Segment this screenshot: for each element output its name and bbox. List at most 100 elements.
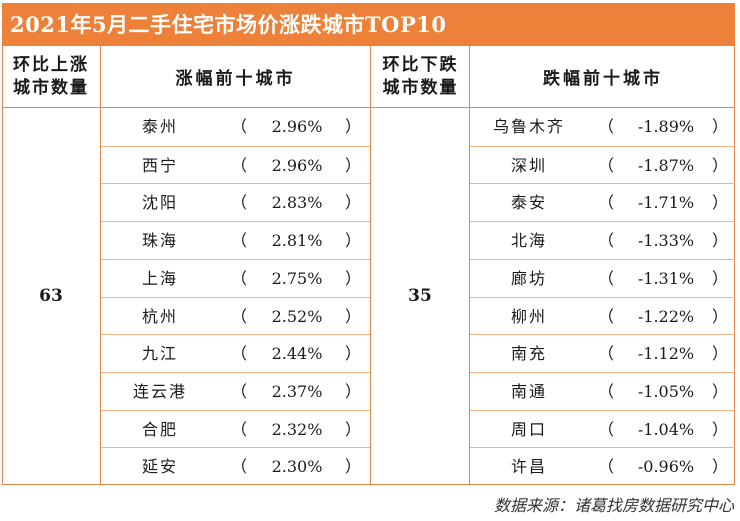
down-count-header: 环比下跌 城市数量 bbox=[371, 46, 470, 107]
percent-change: 2.30% bbox=[271, 457, 323, 477]
table-row: 杭州 （ 2.52% ） bbox=[101, 296, 370, 335]
city-name: 西宁 bbox=[141, 155, 178, 175]
data-source-note: 数据来源：诸葛找房数据研究中心 bbox=[493, 496, 734, 515]
city-name: 珠海 bbox=[141, 231, 178, 251]
table-row: 泰州 （ 2.96% ） bbox=[101, 108, 370, 146]
paren-close: ） bbox=[712, 419, 729, 439]
paren-open: （ bbox=[231, 117, 248, 136]
percent-change: -1.87% bbox=[637, 155, 695, 175]
percent-change: 2.96% bbox=[271, 155, 323, 175]
paren-close: ） bbox=[712, 381, 729, 401]
paren-close: ） bbox=[345, 268, 362, 288]
city-name: 泰安 bbox=[510, 193, 547, 213]
table-title: 2021年5月二手住宅市场价涨跌城市TOP10 bbox=[2, 3, 735, 46]
table-row: 乌鲁木齐 （ -1.89% ） bbox=[470, 108, 735, 146]
city-name: 连云港 bbox=[132, 381, 187, 401]
paren-open: （ bbox=[598, 155, 615, 175]
paren-open: （ bbox=[598, 117, 615, 136]
up-count-header-line2: 城市数量 bbox=[13, 77, 89, 98]
percent-change: -1.22% bbox=[637, 306, 695, 326]
up-count-header: 环比上涨 城市数量 bbox=[2, 46, 100, 107]
paren-close: ） bbox=[712, 344, 729, 364]
city-name: 周口 bbox=[510, 419, 547, 439]
paren-open: （ bbox=[598, 419, 615, 439]
up-count-value: 63 bbox=[39, 286, 63, 306]
up-count-cell: 63 bbox=[2, 108, 100, 485]
column-divider bbox=[370, 46, 371, 485]
paren-open: （ bbox=[231, 306, 248, 326]
paren-close: ） bbox=[712, 155, 729, 175]
paren-close: ） bbox=[345, 457, 362, 477]
city-name: 南通 bbox=[510, 381, 547, 401]
city-name: 许昌 bbox=[510, 457, 547, 477]
paren-close: ） bbox=[712, 231, 729, 251]
paren-open: （ bbox=[598, 306, 615, 326]
paren-open: （ bbox=[598, 268, 615, 288]
city-name: 九江 bbox=[141, 344, 178, 364]
table-row: 廊坊 （ -1.31% ） bbox=[470, 258, 735, 297]
percent-change: -1.31% bbox=[637, 268, 695, 288]
paren-open: （ bbox=[231, 155, 248, 175]
percent-change: -1.71% bbox=[637, 193, 695, 213]
table-row: 上海 （ 2.75% ） bbox=[101, 258, 370, 297]
city-name: 泰州 bbox=[141, 117, 178, 136]
percent-change: 2.75% bbox=[271, 268, 323, 288]
paren-close: ） bbox=[345, 117, 362, 136]
paren-close: ） bbox=[712, 306, 729, 326]
percent-change: -1.33% bbox=[637, 231, 695, 251]
city-name: 北海 bbox=[510, 231, 547, 251]
paren-open: （ bbox=[231, 268, 248, 288]
table-header: 环比上涨 城市数量 涨幅前十城市 环比下跌 城市数量 跌幅前十城市 bbox=[2, 46, 735, 108]
percent-change: -1.12% bbox=[637, 344, 695, 364]
table-row: 周口 （ -1.04% ） bbox=[470, 409, 735, 448]
paren-open: （ bbox=[231, 419, 248, 439]
table-row: 延安 （ 2.30% ） bbox=[101, 447, 370, 485]
percent-change: -0.96% bbox=[637, 457, 695, 477]
table-row: 柳州 （ -1.22% ） bbox=[470, 296, 735, 335]
city-name: 合肥 bbox=[141, 419, 178, 439]
percent-change: -1.05% bbox=[637, 381, 695, 401]
down-city-list: 乌鲁木齐 （ -1.89% ） 深圳 （ -1.87% ） 泰安 （ -1.71% ） 北海 （ -1.33… bbox=[470, 108, 735, 485]
paren-open: （ bbox=[598, 381, 615, 401]
percent-change: 2.52% bbox=[271, 306, 323, 326]
paren-close: ） bbox=[345, 193, 362, 213]
paren-open: （ bbox=[231, 231, 248, 251]
table-row: 沈阳 （ 2.83% ） bbox=[101, 183, 370, 221]
table-row: 北海 （ -1.33% ） bbox=[470, 221, 735, 259]
down-top-header: 跌幅前十城市 bbox=[543, 69, 663, 89]
paren-close: ） bbox=[712, 117, 729, 136]
up-city-list: 泰州 （ 2.96% ） 西宁 （ 2.96% ） 沈阳 （ 2.83% ） 珠海 （ 2.81% ） 上海 （ 2… bbox=[101, 108, 370, 485]
percent-change: 2.96% bbox=[271, 117, 323, 136]
column-divider bbox=[469, 46, 470, 485]
table-row: 许昌 （ -0.96% ） bbox=[470, 447, 735, 485]
paren-close: ） bbox=[345, 419, 362, 439]
table-row: 珠海 （ 2.81% ） bbox=[101, 221, 370, 259]
down-count-header-line2: 城市数量 bbox=[382, 77, 459, 98]
table-row: 南通 （ -1.05% ） bbox=[470, 371, 735, 410]
percent-change: 2.44% bbox=[271, 344, 323, 364]
table-row: 南充 （ -1.12% ） bbox=[470, 334, 735, 372]
city-name: 延安 bbox=[141, 457, 178, 477]
paren-open: （ bbox=[231, 381, 248, 401]
percent-change: 2.37% bbox=[271, 381, 323, 401]
table-row: 深圳 （ -1.87% ） bbox=[470, 145, 735, 184]
city-name: 南充 bbox=[510, 344, 547, 364]
column-divider bbox=[100, 46, 101, 485]
paren-close: ） bbox=[345, 155, 362, 175]
down-count-value: 35 bbox=[408, 286, 432, 306]
table-row: 连云港 （ 2.37% ） bbox=[101, 371, 370, 410]
city-name: 廊坊 bbox=[510, 268, 547, 288]
percent-change: 2.32% bbox=[271, 419, 323, 439]
table-row: 合肥 （ 2.32% ） bbox=[101, 409, 370, 448]
city-name: 柳州 bbox=[510, 306, 547, 326]
paren-open: （ bbox=[231, 193, 248, 213]
paren-close: ） bbox=[712, 268, 729, 288]
percent-change: 2.81% bbox=[271, 231, 323, 251]
table-row: 泰安 （ -1.71% ） bbox=[470, 183, 735, 221]
paren-open: （ bbox=[598, 457, 615, 477]
up-top-header: 涨幅前十城市 bbox=[175, 69, 296, 89]
paren-close: ） bbox=[712, 193, 729, 213]
paren-close: ） bbox=[345, 231, 362, 251]
paren-open: （ bbox=[598, 193, 615, 213]
paren-open: （ bbox=[598, 231, 615, 251]
